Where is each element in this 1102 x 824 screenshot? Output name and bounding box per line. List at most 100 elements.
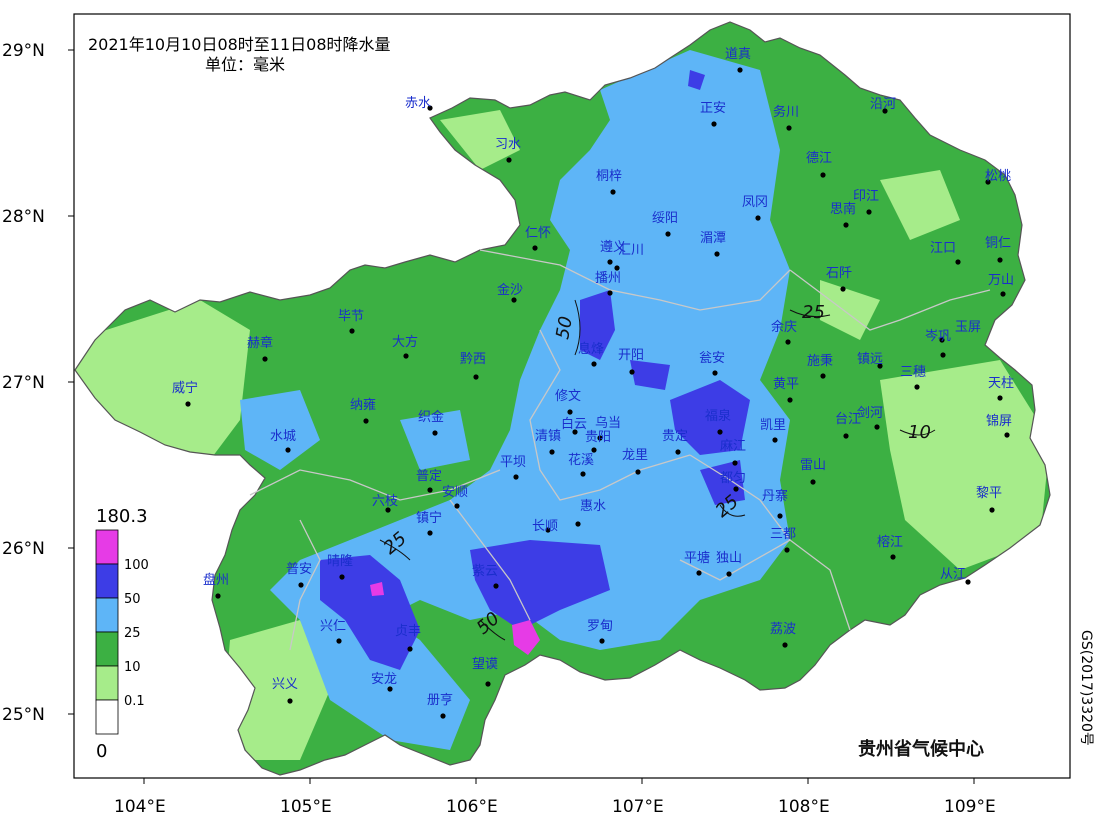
city-dot — [532, 245, 538, 251]
contour-label: 10 — [908, 422, 931, 443]
city-label: 仁怀 — [525, 226, 551, 241]
city-dot — [403, 353, 409, 359]
city-label: 遵义 — [600, 239, 626, 255]
city-dot — [298, 582, 304, 588]
city-dot — [665, 231, 671, 237]
city-marker: 水城 — [270, 429, 296, 453]
city-marker: 大方 — [392, 334, 418, 359]
city-dot — [549, 449, 555, 455]
city-marker: 绥阳 — [652, 211, 678, 237]
city-dot — [810, 479, 816, 485]
city-dot — [545, 527, 551, 533]
city-dot — [262, 356, 268, 362]
map-unit: 单位：毫米 — [205, 55, 285, 74]
city-marker: 铜仁 — [985, 236, 1011, 263]
credit-label: 贵州省气候中心 — [858, 738, 984, 760]
city-marker: 岑巩 — [925, 329, 951, 344]
city-label: 岑巩 — [925, 329, 951, 344]
city-marker: 务川 — [773, 104, 799, 131]
city-label: 白云 — [561, 416, 587, 432]
contour-label: 50 — [552, 315, 577, 341]
city-marker: 贵阳 — [585, 430, 611, 453]
city-label: 镇宁 — [416, 510, 442, 526]
city-dot — [675, 449, 681, 455]
city-marker: 金沙 — [497, 282, 523, 303]
city-marker: 凯里 — [760, 418, 786, 443]
city-marker: 黄平 — [773, 377, 799, 403]
city-label: 剑河 — [857, 405, 883, 421]
city-dot — [997, 257, 1003, 263]
legend-swatch — [95, 631, 119, 667]
city-label: 安龙 — [371, 672, 397, 687]
city-marker: 贵定 — [662, 429, 688, 455]
city-marker: 惠水 — [575, 499, 606, 527]
contour-label: 25 — [802, 302, 825, 323]
city-dot — [955, 259, 961, 265]
city-label: 独山 — [716, 551, 742, 566]
city-label: 惠水 — [580, 499, 606, 514]
city-label: 毕节 — [338, 309, 364, 324]
city-marker: 荔波 — [770, 622, 796, 648]
city-label: 务川 — [773, 104, 799, 120]
city-label: 普安 — [286, 562, 312, 577]
city-marker: 都匀 — [720, 471, 746, 492]
city-label: 紫云 — [472, 564, 498, 579]
city-marker: 盘州 — [203, 572, 229, 599]
city-marker: 独山 — [716, 551, 742, 577]
prefecture-boundaries — [249, 249, 991, 651]
city-marker: 播州 — [595, 271, 621, 296]
city-marker: 雷山 — [800, 458, 826, 485]
city-marker: 江口 — [930, 241, 961, 265]
city-dot — [755, 215, 761, 221]
city-dot — [493, 583, 499, 589]
city-marker: 赫章 — [247, 335, 273, 362]
city-label: 从江 — [940, 567, 966, 582]
city-dot — [597, 435, 603, 441]
lat-ticks — [68, 49, 74, 715]
legend-class-label: 0.1 — [124, 694, 145, 709]
city-label: 纳雍 — [350, 397, 376, 413]
city-dot — [607, 259, 613, 265]
city-dot — [1000, 291, 1006, 297]
city-marker: 瓮安 — [699, 351, 725, 376]
city-label: 万山 — [988, 273, 1014, 288]
city-label: 赤水 — [405, 96, 431, 111]
city-label: 正安 — [700, 101, 726, 116]
city-label: 松桃 — [985, 169, 1011, 184]
city-dot — [777, 513, 783, 519]
city-marker: 三穗 — [900, 365, 926, 390]
city-marker: 织金 — [418, 409, 444, 436]
city-dot — [285, 447, 291, 453]
city-label: 铜仁 — [985, 236, 1011, 251]
city-dot — [877, 363, 883, 369]
city-label: 盘州 — [203, 572, 229, 588]
city-label: 石阡 — [826, 266, 852, 281]
city-dot — [939, 337, 945, 343]
city-marker: 三都 — [770, 527, 796, 553]
city-dot — [427, 487, 433, 493]
city-dot — [567, 409, 573, 415]
city-label: 贵阳 — [585, 430, 611, 445]
city-label: 桐梓 — [596, 169, 622, 184]
city-dot — [215, 593, 221, 599]
city-marker: 普定 — [416, 469, 442, 493]
city-marker: 晴隆 — [327, 554, 353, 580]
city-marker: 松桃 — [985, 169, 1011, 185]
legend-max-value: 180.3 — [96, 506, 148, 527]
city-marker: 乌当 — [595, 415, 621, 441]
city-dot — [882, 108, 888, 114]
lon-ticks — [143, 778, 975, 784]
city-marker: 锦屏 — [986, 414, 1012, 438]
city-dot — [427, 105, 433, 111]
city-marker: 平塘 — [684, 550, 710, 576]
city-dot — [711, 121, 717, 127]
city-dot — [989, 507, 995, 513]
city-dot — [614, 265, 620, 271]
city-dot — [782, 642, 788, 648]
city-label: 锦屏 — [986, 414, 1012, 429]
city-label: 平坝 — [500, 455, 526, 470]
city-marker: 德江 — [806, 151, 832, 178]
city-label: 雷山 — [800, 458, 826, 473]
city-dot — [185, 401, 191, 407]
city-marker: 道真 — [725, 47, 751, 73]
